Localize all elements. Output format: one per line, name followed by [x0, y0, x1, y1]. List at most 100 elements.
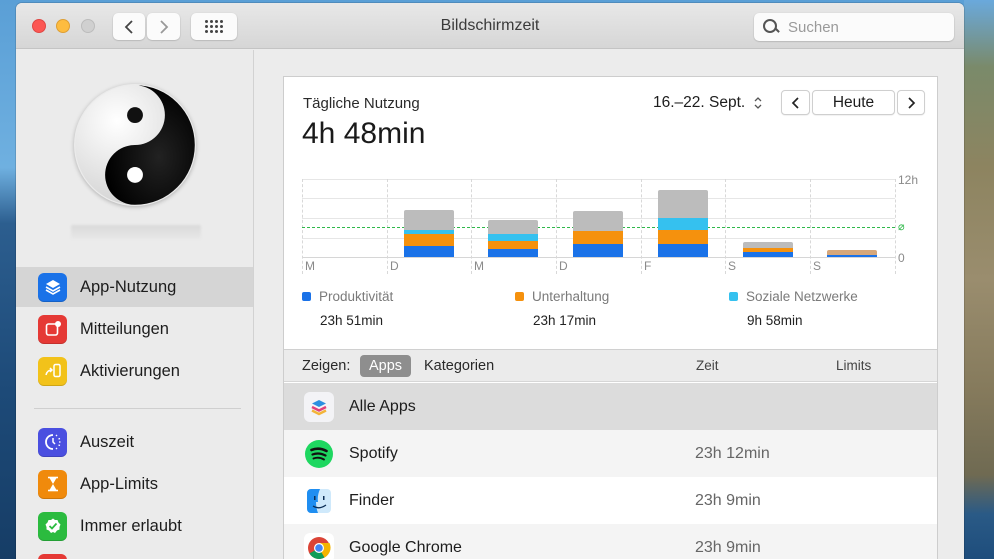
today-button[interactable]: Heute [812, 90, 895, 115]
content-privacy-icon [38, 553, 67, 559]
bar-segment [827, 249, 878, 256]
date-range-selector[interactable]: 16.–22. Sept. [653, 94, 763, 112]
bar-segment [657, 229, 708, 244]
social-total: 9h 58min [747, 313, 803, 328]
avatar-yin-yang-icon[interactable] [74, 84, 196, 206]
time-column-header[interactable]: Zeit [696, 358, 719, 373]
bar-segment [573, 243, 624, 257]
chevron-right-icon [159, 19, 168, 34]
chevron-left-icon [124, 19, 133, 34]
day-label: S [728, 259, 737, 273]
day-label: D [390, 259, 399, 273]
usage-bar[interactable] [488, 219, 539, 257]
y-axis-max-label: 12h [898, 173, 919, 187]
app-time: 23h 9min [695, 538, 761, 556]
notification-icon [38, 314, 67, 344]
categories-segment-button[interactable]: Kategorien [424, 358, 495, 374]
table-row-finder[interactable]: Finder 23h 9min [284, 477, 937, 524]
sidebar-item-label: Aktivierungen [80, 361, 180, 380]
usage-bar[interactable] [657, 190, 708, 257]
grid-icon [205, 20, 223, 33]
usage-bar[interactable] [403, 210, 454, 257]
usage-bar[interactable] [573, 210, 624, 257]
bar-segment [657, 190, 708, 218]
bar-segment [403, 245, 454, 257]
sidebar-item-label: App-Nutzung [80, 277, 177, 296]
desktop-wallpaper [964, 0, 994, 559]
table-row-google-chrome[interactable]: Google Chrome 23h 9min [284, 524, 937, 559]
bar-segment [657, 243, 708, 257]
main-content: Tägliche Nutzung 4h 48min 16.–22. Sept. … [255, 50, 964, 559]
table-row-all-apps[interactable]: Alle Apps [284, 383, 937, 430]
app-name: Finder [349, 491, 395, 509]
user-name [71, 225, 201, 239]
forward-button[interactable] [147, 13, 180, 40]
sidebar-item-downtime[interactable]: Auszeit [16, 422, 253, 462]
table-row-spotify[interactable]: Spotify 23h 12min [284, 430, 937, 477]
app-time: 23h 12min [695, 444, 770, 462]
usage-bar[interactable] [827, 249, 878, 257]
sidebar-item-label: Immer erlaubt [80, 516, 182, 535]
search-field[interactable] [754, 13, 954, 41]
show-all-button[interactable] [191, 13, 237, 40]
entertainment-total: 23h 17min [533, 313, 597, 328]
sidebar-item-label: Mitteilungen [80, 319, 169, 338]
bar-segment [573, 230, 624, 244]
sidebar-item-app-limits[interactable]: App-Limits [16, 464, 253, 504]
bar-segment [488, 234, 539, 242]
chevron-right-icon [908, 96, 916, 109]
bar-segment [488, 249, 539, 257]
chrome-icon [304, 532, 334, 559]
sidebar-item-notifications[interactable]: Mitteilungen [16, 309, 253, 349]
sidebar-item-content-privacy[interactable] [16, 548, 253, 559]
up-down-chevron-icon [754, 97, 762, 109]
sidebar: App-Nutzung Mitteilungen Aktivierungen A… [16, 50, 254, 559]
day-label: M [474, 259, 484, 273]
minimize-window-button[interactable] [56, 19, 70, 33]
zoom-window-button[interactable] [81, 19, 95, 33]
average-icon: ⌀ [898, 221, 905, 233]
day-label: S [813, 259, 822, 273]
limits-column-header[interactable]: Limits [836, 358, 872, 373]
legend-item-entertainment: Unterhaltung [515, 289, 609, 304]
bar-segment [827, 255, 878, 257]
usage-panel: Tägliche Nutzung 4h 48min 16.–22. Sept. … [283, 76, 938, 559]
social-color-swatch [729, 292, 738, 301]
bar-segment [573, 210, 624, 231]
next-week-button[interactable] [897, 90, 925, 115]
previous-week-button[interactable] [781, 90, 810, 115]
sidebar-item-always-allowed[interactable]: Immer erlaubt [16, 506, 253, 546]
close-window-button[interactable] [32, 19, 46, 33]
app-name: Alle Apps [349, 397, 416, 415]
bar-segment [742, 251, 793, 257]
y-axis-min-label: 0 [898, 251, 905, 265]
app-time: 23h 9min [695, 491, 761, 509]
checkmark-badge-icon [38, 511, 67, 541]
app-name: Google Chrome [349, 538, 462, 556]
app-name: Spotify [349, 444, 398, 462]
chevron-left-icon [791, 96, 799, 109]
sidebar-item-label: App-Limits [80, 474, 158, 493]
sidebar-item-pickups[interactable]: Aktivierungen [16, 351, 253, 391]
search-input[interactable] [788, 18, 938, 36]
entertainment-color-swatch [515, 292, 524, 301]
apps-segment-button[interactable]: Apps [360, 355, 412, 377]
spotify-icon [304, 439, 334, 469]
search-icon [762, 18, 780, 36]
bar-segment [742, 247, 793, 252]
usage-bar[interactable] [742, 242, 793, 257]
date-range-label: 16.–22. Sept. [653, 94, 746, 111]
window-title: Bildschirmzeit [440, 17, 540, 34]
sidebar-item-app-usage[interactable]: App-Nutzung [16, 267, 253, 307]
legend-item-social: Soziale Netzwerke [729, 289, 858, 304]
pickup-icon [38, 356, 67, 386]
day-label: M [305, 259, 315, 273]
productivity-color-swatch [302, 292, 311, 301]
productivity-total: 23h 51min [320, 313, 384, 328]
legend-item-productivity: Produktivität [302, 289, 393, 304]
back-button[interactable] [113, 13, 145, 40]
bar-segment [403, 234, 454, 246]
bar-segment [488, 241, 539, 250]
titlebar: Bildschirmzeit [16, 3, 964, 49]
sidebar-divider [34, 408, 241, 409]
